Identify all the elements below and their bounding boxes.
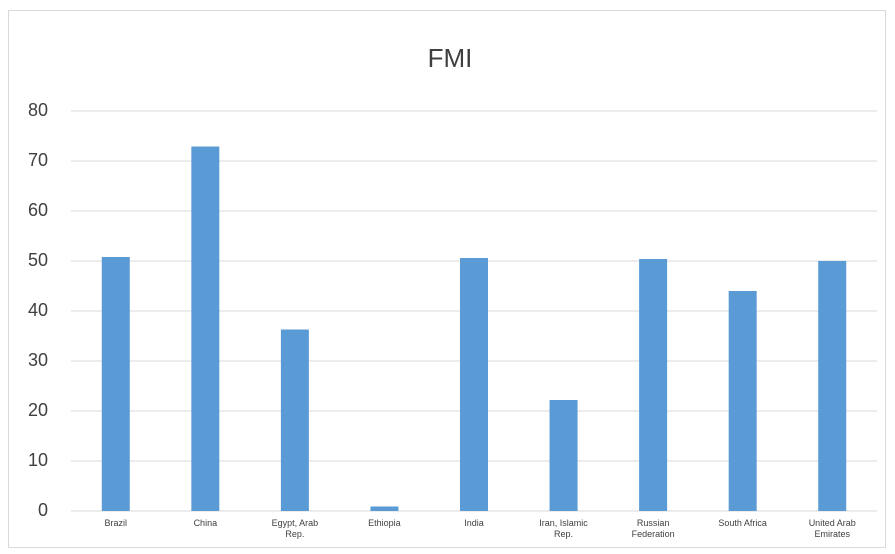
x-tick-label: Iran, Islamic Rep. <box>533 518 595 540</box>
y-tick-label: 20 <box>28 400 48 420</box>
y-tick-label: 30 <box>28 350 48 370</box>
y-tick-label: 10 <box>28 450 48 470</box>
y-tick-label: 50 <box>28 250 48 270</box>
x-tick-label-box: India <box>443 518 505 548</box>
x-tick-label-box: Ethiopia <box>354 518 416 548</box>
bar <box>729 291 757 511</box>
x-tick-label: China <box>175 518 237 529</box>
y-tick-label: 0 <box>38 500 48 520</box>
x-tick-label-box: United Arab Emirates <box>801 518 863 548</box>
bar <box>639 259 667 511</box>
x-tick-label-box: Iran, Islamic Rep. <box>533 518 595 548</box>
x-tick-label-box: Russian Federation <box>622 518 684 548</box>
x-tick-label-box: South Africa <box>712 518 774 548</box>
x-tick-label: Brazil <box>85 518 147 529</box>
y-tick-label: 60 <box>28 200 48 220</box>
bar <box>370 507 398 512</box>
y-tick-label: 40 <box>28 300 48 320</box>
x-tick-label-box: Brazil <box>85 518 147 548</box>
x-tick-label-box: Egypt, Arab Rep. <box>264 518 326 548</box>
bar <box>550 400 578 511</box>
y-tick-label: 70 <box>28 150 48 170</box>
x-tick-label: United Arab Emirates <box>801 518 863 540</box>
x-tick-label: Russian Federation <box>622 518 684 540</box>
chart-title: FMI <box>428 43 473 73</box>
x-tick-label: Egypt, Arab Rep. <box>264 518 326 540</box>
bar <box>191 147 219 512</box>
bar <box>281 330 309 512</box>
x-tick-label: India <box>443 518 505 529</box>
bar <box>818 261 846 511</box>
x-tick-label-box: China <box>175 518 237 548</box>
x-tick-label: South Africa <box>712 518 774 529</box>
bar <box>102 257 130 511</box>
y-tick-label: 80 <box>28 100 48 120</box>
chart: FMI 0 10 20 30 40 50 60 70 80 Brazil China Egypt, A… <box>0 0 895 554</box>
x-tick-label: Ethiopia <box>354 518 416 529</box>
bar <box>460 258 488 511</box>
